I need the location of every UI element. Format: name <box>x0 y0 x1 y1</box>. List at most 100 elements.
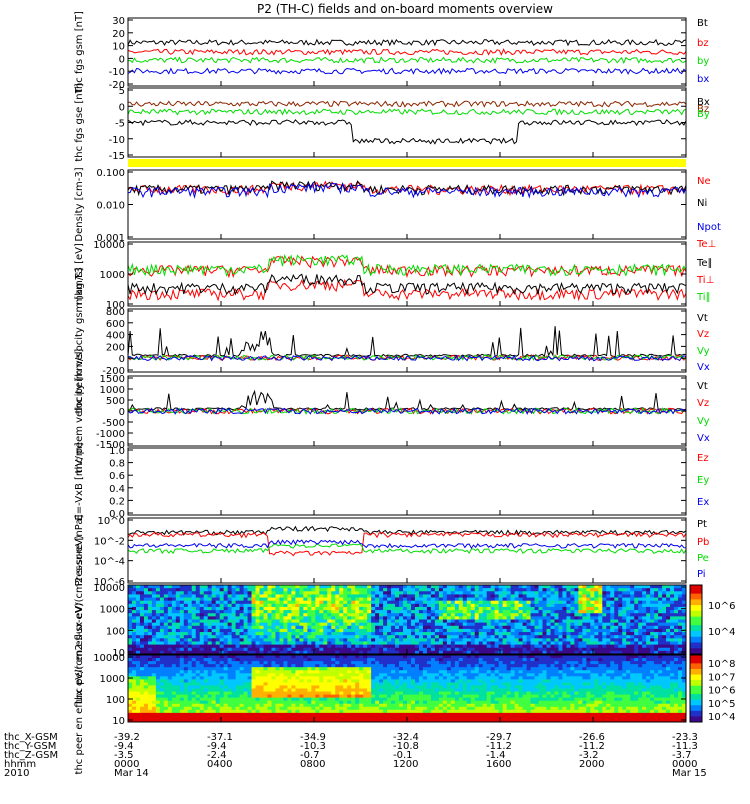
spectrogram-cell <box>387 645 391 649</box>
spectrogram-cell <box>367 638 371 642</box>
spectrogram-cell <box>507 610 511 614</box>
spectrogram-cell <box>387 682 391 685</box>
spectrogram-cell <box>136 588 140 592</box>
spectrogram-cell <box>156 638 160 642</box>
spectrogram-cell <box>355 626 359 630</box>
spectrogram-cell <box>268 591 272 595</box>
spectrogram-cell <box>491 594 495 598</box>
spectrogram-cell <box>403 645 407 649</box>
spectrogram-cell <box>435 591 439 595</box>
spectrogram-cell <box>271 645 275 649</box>
spectrogram-cell <box>180 588 184 592</box>
spectrogram-cell <box>299 655 303 658</box>
spectrogram-cell <box>303 682 307 685</box>
spectrogram-cell <box>666 616 670 620</box>
spectrogram-cell <box>256 698 260 701</box>
spectrogram-cell <box>268 641 272 645</box>
spectrogram-cell <box>339 655 343 658</box>
spectrogram-cell <box>244 689 248 692</box>
spectrogram-cell <box>228 685 232 688</box>
spectrogram-cell <box>164 616 168 620</box>
spectrogram-cell <box>447 598 451 602</box>
spectrogram-cell <box>283 658 287 661</box>
spectrogram-cell <box>403 598 407 602</box>
spectrogram-cell <box>180 604 184 608</box>
spectrogram-cell <box>196 616 200 620</box>
spectrogram-cell <box>208 679 212 682</box>
spectrogram-cell <box>140 695 144 698</box>
spectrogram-cell <box>387 707 391 710</box>
spectrogram-cell <box>128 704 132 707</box>
spectrogram-cell <box>176 641 180 645</box>
spectrogram-cell <box>323 716 327 719</box>
spectrogram-cell <box>287 613 291 617</box>
spectrogram-cell <box>614 613 618 617</box>
spectrogram-cell <box>539 616 543 620</box>
spectrogram-cell <box>196 676 200 679</box>
spectrogram-cell <box>311 695 315 698</box>
spectrogram-cell <box>383 613 387 617</box>
spectrogram-cell <box>558 638 562 642</box>
spectrogram-cell <box>315 658 319 661</box>
spectrogram-cell <box>455 623 459 627</box>
spectrogram-cell <box>634 601 638 605</box>
spectrogram-cell <box>244 626 248 630</box>
spectrogram-cell <box>220 658 224 661</box>
spectrogram-cell <box>547 620 551 624</box>
spectrogram-cell <box>279 601 283 605</box>
y-tick-label: 10^0 <box>98 516 125 527</box>
spectrogram-cell <box>650 626 654 630</box>
spectrogram-cell <box>283 710 287 713</box>
spectrogram-cell <box>184 613 188 617</box>
spectrogram-cell <box>351 713 355 716</box>
spectrogram-cell <box>264 698 268 701</box>
spectrogram-cell <box>658 601 662 605</box>
spectrogram-cell <box>626 648 630 652</box>
spectrogram-cell <box>638 632 642 636</box>
spectrogram-cell <box>176 648 180 652</box>
spectrogram-cell <box>264 676 268 679</box>
y-tick-label: 0.8 <box>109 459 125 470</box>
spectrogram-cell <box>220 629 224 633</box>
spectrogram-cell <box>275 713 279 716</box>
spectrogram-cell <box>248 664 252 667</box>
spectrogram-cell <box>204 701 208 704</box>
spectrogram-cell <box>331 664 335 667</box>
spectrogram-cell <box>176 604 180 608</box>
spectrogram-cell <box>463 607 467 611</box>
spectrogram-cell <box>287 713 291 716</box>
spectrogram-cell <box>220 610 224 614</box>
spectrogram-cell <box>244 641 248 645</box>
spectrogram-cell <box>204 664 208 667</box>
spectrogram-cell <box>435 645 439 649</box>
spectrogram-cell <box>459 610 463 614</box>
spectrogram-cell <box>240 591 244 595</box>
spectrogram-cell <box>554 607 558 611</box>
spectrogram-cell <box>283 713 287 716</box>
spectrogram-cell <box>192 638 196 642</box>
spectrogram-cell <box>307 607 311 611</box>
spectrogram-cell <box>331 698 335 701</box>
spectrogram-cell <box>594 601 598 605</box>
spectrogram-cell <box>208 616 212 620</box>
spectrogram-cell <box>375 638 379 642</box>
spectrogram-cell <box>511 604 515 608</box>
spectrogram-cell <box>204 591 208 595</box>
spectrogram-cell <box>236 588 240 592</box>
spectrogram-cell <box>176 610 180 614</box>
legend-label: Pb <box>697 537 709 548</box>
spectrogram-cell <box>471 594 475 598</box>
spectrogram-cell <box>172 658 176 661</box>
spectrogram-cell <box>455 632 459 636</box>
spectrogram-cell <box>515 613 519 617</box>
spectrogram-cell <box>136 623 140 627</box>
spectrogram-cell <box>248 616 252 620</box>
spectrogram-cell <box>475 601 479 605</box>
spectrogram-cell <box>260 626 264 630</box>
spectrogram-cell <box>192 613 196 617</box>
spectrogram-cell <box>224 701 228 704</box>
spectrogram-cell <box>303 641 307 645</box>
spectrogram-cell <box>299 620 303 624</box>
spectrogram-cell <box>519 620 523 624</box>
spectrogram-cell <box>610 604 614 608</box>
